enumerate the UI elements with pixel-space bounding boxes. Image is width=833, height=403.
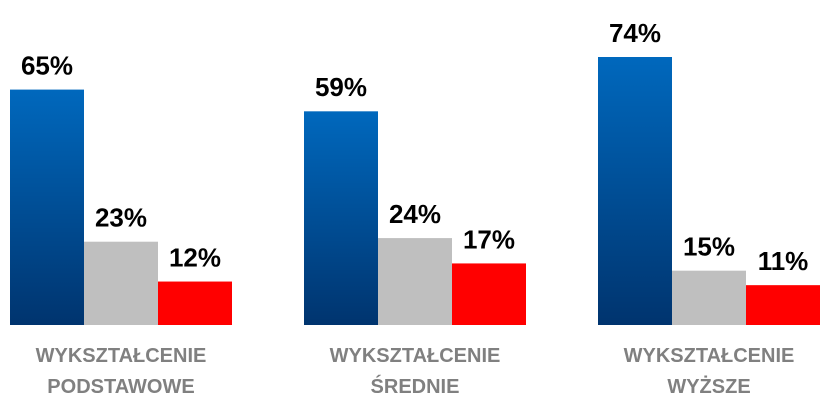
bar (452, 263, 526, 325)
data-label: 59% (315, 72, 367, 102)
category-label: WYKSZTAŁCENIE ŚREDNIE (329, 345, 501, 398)
data-label: 24% (389, 199, 441, 229)
bar (672, 270, 746, 325)
data-label: 11% (758, 246, 809, 276)
category-label: WYKSZTAŁCENIE WYŻSZE (623, 345, 795, 398)
data-label: 12% (169, 242, 221, 272)
bar (378, 238, 452, 325)
bar-shade (304, 111, 378, 325)
data-label: 74% (609, 18, 661, 48)
bar-shade (598, 57, 672, 325)
category-label: WYKSZTAŁCENIE PODSTAWOWE (35, 345, 207, 398)
data-label: 65% (21, 50, 73, 80)
bar (746, 285, 820, 325)
data-label: 23% (95, 203, 147, 233)
bar (158, 281, 232, 325)
data-label: 15% (683, 232, 735, 262)
bar-shade (10, 89, 84, 325)
bar (84, 241, 158, 325)
data-label: 17% (463, 224, 515, 254)
